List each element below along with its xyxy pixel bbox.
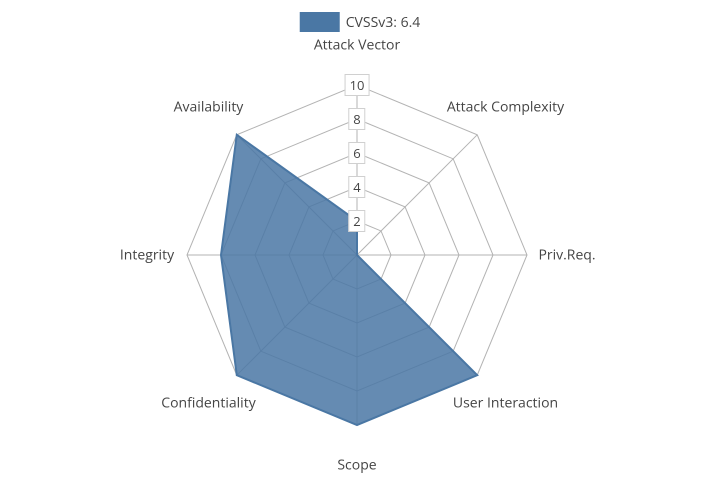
radar-chart xyxy=(0,0,720,504)
